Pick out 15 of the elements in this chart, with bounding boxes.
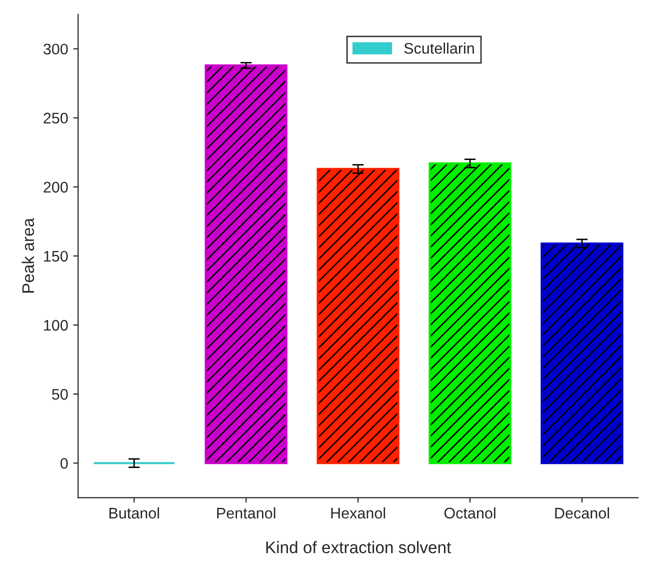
y-tick-label: 100	[44, 320, 68, 331]
x-tick-label: Decanol	[555, 507, 609, 519]
legend-label: Scutellarin	[404, 42, 474, 54]
y-tick-label: 250	[44, 112, 68, 124]
x-tick-label: Pentanol	[217, 507, 276, 519]
x-tick-label: Hexanol	[331, 507, 386, 519]
x-tick-label: Octanol	[444, 507, 496, 519]
y-tick-label: 0	[60, 458, 68, 469]
y-tick-label: 150	[44, 250, 68, 262]
y-tick-label: 50	[52, 388, 68, 400]
y-tick-label: 300	[43, 44, 68, 55]
y-tick-label: 200	[44, 182, 68, 193]
x-tick-label: Butanol	[109, 507, 159, 519]
x-axis-title: Kind of extraction solvent	[266, 541, 452, 554]
y-axis-title: Peak area	[22, 218, 34, 293]
